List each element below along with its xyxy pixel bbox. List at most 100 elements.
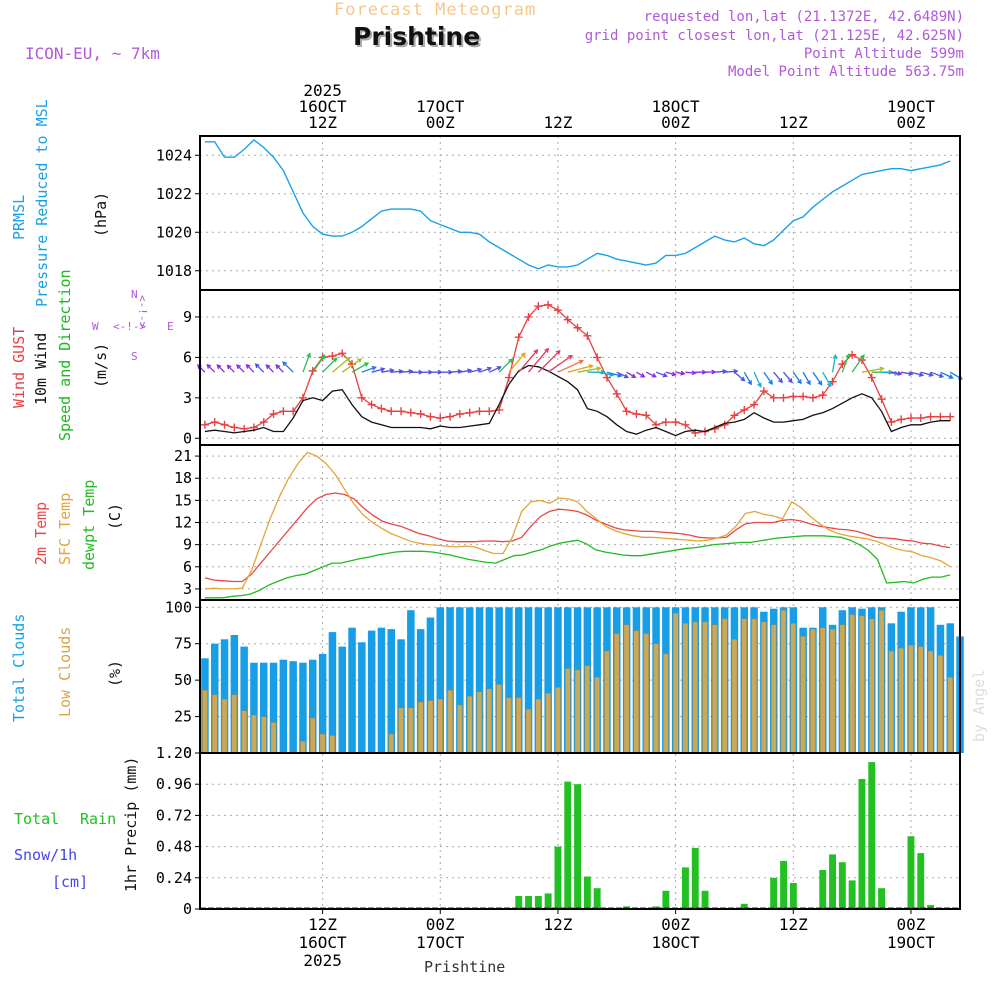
rain-bar (838, 862, 846, 909)
low-clouds-bar (300, 741, 306, 754)
wind-direction-arrow (245, 363, 255, 373)
wind-direction-arrow (851, 354, 865, 373)
y-tick-label: 25 (174, 708, 192, 726)
wind-gust-marker (230, 423, 239, 432)
wind-direction-arrow (861, 366, 885, 373)
wind-direction-arrow (508, 352, 526, 373)
compass-arrow: <-!-> (113, 320, 146, 333)
bottom-time-label: 00Z (661, 915, 690, 934)
y-tick-label: 100 (165, 598, 192, 616)
wind-direction-arrow (430, 369, 443, 375)
wind-gust-marker (946, 412, 955, 421)
wind-gust-marker (406, 408, 415, 417)
wind-direction-arrow (275, 364, 284, 373)
total-rain-label: Total (14, 810, 59, 828)
total-clouds-bar (348, 627, 356, 753)
rain-bar (525, 896, 532, 909)
wind-direction-arrow (236, 364, 245, 373)
y-tick-label: 1022 (156, 185, 192, 203)
top-time-label: 12Z (308, 113, 337, 132)
total-clouds-bar (544, 607, 552, 753)
low-clouds-bar (211, 694, 218, 754)
bottom-time-label: 00Z (426, 915, 455, 934)
clouds-unit: (%) (106, 660, 124, 687)
wind-gust-marker (632, 410, 641, 418)
wind-direction-arrow (822, 371, 832, 388)
low-clouds-bar (790, 623, 797, 754)
wind-direction-arrow (459, 368, 473, 374)
wind-direction-arrow (322, 357, 338, 373)
snow-unit: [cm] (52, 873, 88, 891)
pressure-line (204, 138, 951, 270)
wind-direction-arrow (196, 364, 206, 373)
wind-direction-arrow (695, 369, 708, 375)
wind-direction-arrow (920, 371, 934, 377)
total-clouds-bar (299, 662, 307, 753)
wind-direction-arrow (341, 358, 363, 373)
total-clouds-bar (456, 607, 464, 753)
rain-bar (858, 779, 866, 909)
forecast-meteogram-title: Forecast Meteogram (334, 0, 537, 20)
wind-gust-marker (740, 405, 749, 414)
wind-direction-arrow (763, 371, 773, 385)
low-clouds-bar (888, 650, 895, 754)
wind-direction-arrow (528, 347, 550, 373)
wind-direction-arrow (665, 371, 677, 377)
wind-direction-arrow (400, 369, 414, 374)
total-clouds-bar (534, 607, 543, 753)
y-tick-label: 3 (183, 389, 192, 407)
wind-direction-arrow (802, 371, 811, 386)
low-clouds-bar (506, 697, 512, 754)
wind-10m-line (204, 364, 951, 437)
rain-bar (515, 896, 523, 909)
bottom-time-label: 2025 (303, 951, 342, 970)
low-clouds-bar (692, 621, 699, 754)
low-clouds-bar (820, 627, 826, 754)
top-time-label: 12Z (543, 113, 572, 132)
t2m-label: 2m Temp (32, 502, 50, 565)
low-clouds-bar (516, 697, 522, 754)
low-clouds-bar (908, 645, 914, 754)
sfc-temp-label: SFC Temp (56, 493, 74, 565)
low-clouds-bar (202, 690, 208, 754)
y-tick-label: 0.72 (156, 806, 192, 824)
rain-bar (780, 860, 787, 909)
total-clouds-bar (407, 610, 415, 753)
wind-gust-marker (799, 392, 808, 401)
location-title: Prishtine (353, 22, 481, 51)
wind-gust-marker (279, 407, 288, 416)
wind-direction-arrow (518, 348, 539, 373)
low-clouds-bar (565, 668, 571, 754)
wind-gust-marker (524, 312, 533, 321)
wind-gust-marker (818, 391, 827, 400)
low-clouds-bar (486, 688, 493, 754)
bottom-time-label: 19OCT (887, 933, 936, 952)
wind-direction-arrow (265, 364, 274, 373)
rain-bar (907, 836, 915, 909)
wind-direction-arrow (371, 367, 386, 373)
bottom-time-label: 18OCT (652, 933, 701, 952)
wind-direction-arrow (901, 371, 914, 377)
dewpt-temp-line (204, 535, 951, 599)
low-clouds-bar (918, 646, 924, 754)
wind-gust-marker (573, 323, 582, 332)
wind-10m-label: 10m Wind (32, 333, 50, 405)
wind-gust-marker (436, 414, 445, 423)
wind-gust-marker (465, 408, 474, 417)
low-clouds-bar (476, 691, 483, 754)
low-clouds-bar (829, 628, 836, 754)
chart-marks (196, 138, 964, 909)
y-tick-label: 9 (183, 308, 192, 326)
wind-gust-marker (897, 415, 906, 424)
wind-gust-marker (534, 302, 543, 311)
wind-direction-arrow (226, 364, 235, 373)
total-clouds-bar (387, 629, 395, 753)
low-clouds-bar (614, 633, 620, 754)
top-time-label: 00Z (426, 113, 455, 132)
wind-direction-arrow (567, 363, 594, 373)
y-tick-label: 9 (183, 536, 192, 554)
low-clouds-bar (555, 687, 561, 754)
low-clouds-bar (663, 653, 669, 754)
total-clouds-bar (485, 607, 494, 753)
